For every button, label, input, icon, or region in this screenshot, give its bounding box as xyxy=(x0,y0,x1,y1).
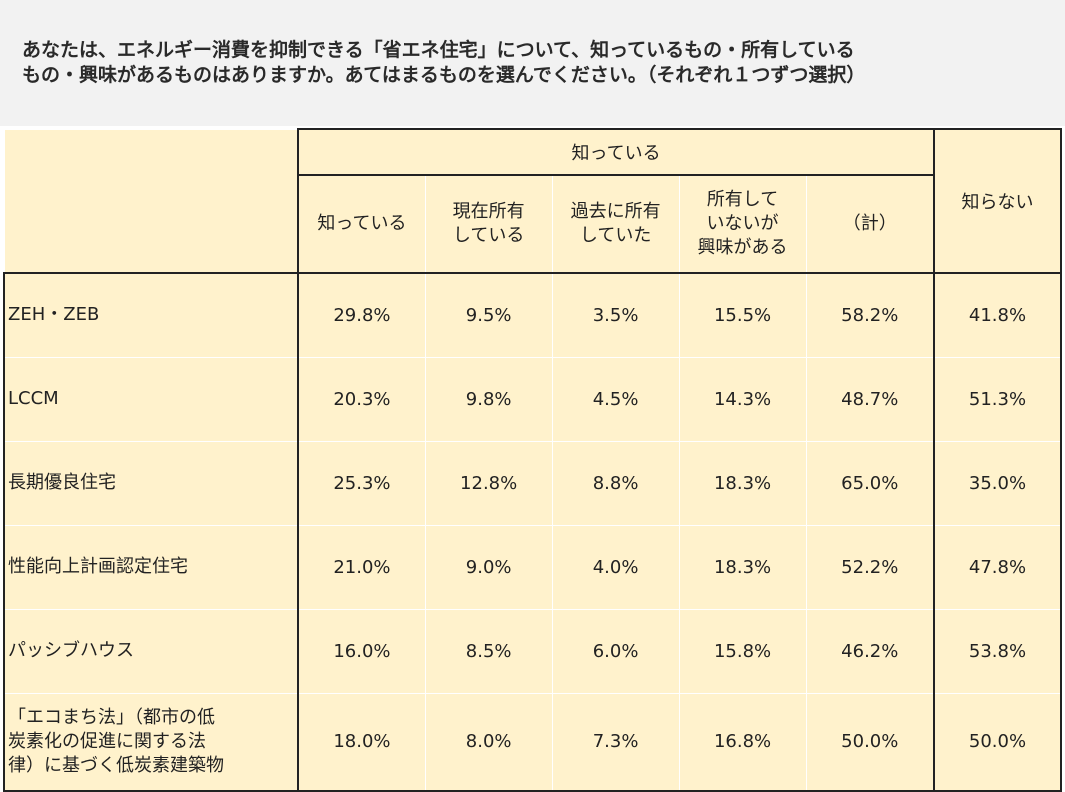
subheader-0: 知っている xyxy=(297,174,426,274)
value-cell: 9.8% xyxy=(424,356,553,442)
value-cell: 48.7% xyxy=(805,356,935,442)
value-cell: 35.0% xyxy=(933,440,1062,526)
value-cell: 4.5% xyxy=(551,356,680,442)
value-cell: 50.0% xyxy=(933,692,1062,792)
subheader-line: 現在所有 xyxy=(452,201,525,222)
value-cell: 8.8% xyxy=(551,440,680,526)
subheader-1: 現在所有 している xyxy=(424,174,553,274)
row-label-line: 炭素化の促進に関する法 xyxy=(8,730,206,752)
value-cell: 18.0% xyxy=(297,692,426,792)
value-cell: 53.8% xyxy=(933,608,1062,694)
table-row: 「エコまち法」（都市の低 炭素化の促進に関する法 律）に基づく低炭素建築物 18.0%… xyxy=(2,692,1062,792)
subheader-line: いないが xyxy=(706,213,779,234)
value-cell: 41.8% xyxy=(933,272,1062,358)
value-cell: 8.5% xyxy=(424,608,553,694)
value-cell: 47.8% xyxy=(933,524,1062,610)
group-header-known: 知っている xyxy=(297,128,935,176)
value-cell: 6.0% xyxy=(551,608,680,694)
row-label-line: ZEH・ZEB xyxy=(8,304,100,326)
row-label: 「エコまち法」（都市の低 炭素化の促進に関する法 律）に基づく低炭素建築物 xyxy=(2,692,300,792)
question-line-2: もの・興味があるものはありますか。あてはまるものを選んでください。（それぞれ１つ… xyxy=(22,64,866,86)
row-label-line: 「エコまち法」（都市の低 xyxy=(8,706,215,728)
subheader-4: （計） xyxy=(805,174,935,274)
row-label: ZEH・ZEB xyxy=(2,272,300,358)
subheader-2: 過去に所有 していた xyxy=(551,174,680,274)
value-cell: 16.8% xyxy=(678,692,807,792)
value-cell: 65.0% xyxy=(805,440,935,526)
subheader-line: 知っている xyxy=(317,213,407,234)
value-cell: 21.0% xyxy=(297,524,426,610)
value-cell: 14.3% xyxy=(678,356,807,442)
value-cell: 25.3% xyxy=(297,440,426,526)
value-cell: 8.0% xyxy=(424,692,553,792)
value-cell: 9.5% xyxy=(424,272,553,358)
value-cell: 20.3% xyxy=(297,356,426,442)
question-line-1: あなたは、エネルギー消費を抑制できる「省エネ住宅」について、知っているもの・所有… xyxy=(22,39,855,61)
subheader-3: 所有していないが興味がある xyxy=(678,174,807,274)
subheader-line: 所有して xyxy=(706,189,779,210)
value-cell: 52.2% xyxy=(805,524,935,610)
value-cell: 12.8% xyxy=(424,440,553,526)
subheader-line: （計） xyxy=(842,213,897,234)
value-cell: 15.5% xyxy=(678,272,807,358)
table-row: ZEH・ZEB 29.8% 9.5% 3.5% 15.5% 58.2% 41.8% xyxy=(2,272,1062,358)
table-row: 性能向上計画認定住宅 21.0% 9.0% 4.0% 18.3% 52.2% 47.8% xyxy=(2,524,1062,610)
value-cell: 4.0% xyxy=(551,524,680,610)
value-cell: 15.8% xyxy=(678,608,807,694)
value-cell: 51.3% xyxy=(933,356,1062,442)
row-label-line: 性能向上計画認定住宅 xyxy=(8,556,188,577)
value-cell: 29.8% xyxy=(297,272,426,358)
row-label-line: 長期優良住宅 xyxy=(8,472,116,493)
row-label-line: パッシブハウス xyxy=(8,640,134,661)
value-cell: 18.3% xyxy=(678,524,807,610)
header-corner-cell xyxy=(3,128,300,274)
value-cell: 7.3% xyxy=(551,692,680,792)
subheader-line: 興味がある xyxy=(697,237,788,258)
value-cell: 46.2% xyxy=(805,608,935,694)
table-row: LCCM 20.3% 9.8% 4.5% 14.3% 48.7% 51.3% xyxy=(2,356,1062,442)
row-label: LCCM xyxy=(2,356,300,442)
header-unknown: 知らない xyxy=(933,128,1062,274)
row-label-line: LCCM xyxy=(8,388,59,409)
row-label: パッシブハウス xyxy=(2,608,300,694)
value-cell: 3.5% xyxy=(551,272,680,358)
subheader-line: していた xyxy=(579,225,652,246)
value-cell: 18.3% xyxy=(678,440,807,526)
table-row: パッシブハウス 16.0% 8.5% 6.0% 15.8% 46.2% 53.8% xyxy=(2,608,1062,694)
row-label: 長期優良住宅 xyxy=(2,440,300,526)
survey-question: あなたは、エネルギー消費を抑制できる「省エネ住宅」について、知っているもの・所有… xyxy=(0,0,1065,126)
value-cell: 58.2% xyxy=(805,272,935,358)
subheader-line: 過去に所有 xyxy=(570,201,661,222)
value-cell: 16.0% xyxy=(297,608,426,694)
value-cell: 50.0% xyxy=(805,692,935,792)
results-table: 知っている 知らない 知っている 現在所有 している 過去に所有 していた 所有して いない… xyxy=(2,128,1062,792)
value-cell: 9.0% xyxy=(424,524,553,610)
row-label-line: 律）に基づく低炭素建築物 xyxy=(8,754,224,776)
subheader-line: している xyxy=(452,225,525,246)
table-row: 長期優良住宅 25.3% 12.8% 8.8% 18.3% 65.0% 35.0% xyxy=(2,440,1062,526)
row-label: 性能向上計画認定住宅 xyxy=(2,524,300,610)
